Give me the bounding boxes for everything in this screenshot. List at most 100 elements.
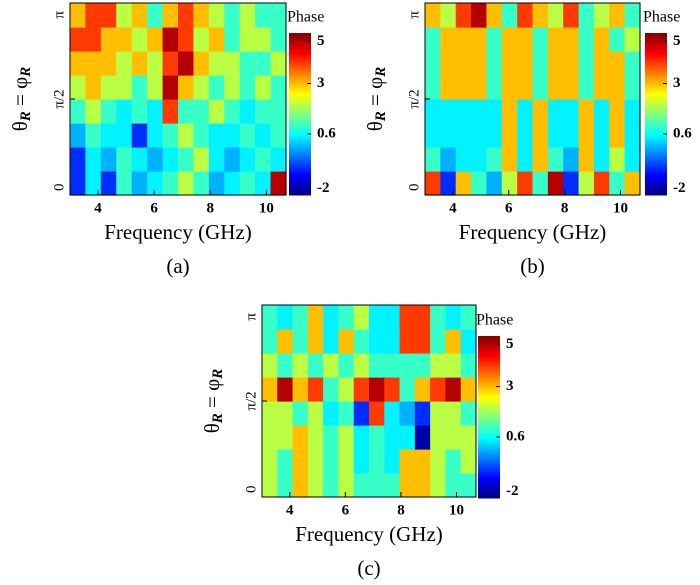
heatmap-cell [455, 147, 472, 172]
y-axis-label-part: = φ [200, 379, 224, 413]
heatmap-cell [471, 147, 488, 172]
y-tick-label: π [406, 11, 422, 19]
colorbar-step [478, 473, 500, 477]
heatmap-cell [193, 3, 210, 28]
heatmap-cell [547, 171, 564, 196]
heatmap-cell [255, 75, 272, 100]
heatmap-cell [262, 401, 278, 426]
colorbar-step [478, 427, 500, 431]
heatmap-cell [292, 329, 309, 354]
heatmap-cell [239, 99, 256, 124]
heatmap-cell [384, 449, 401, 474]
heatmap-cell [430, 449, 447, 474]
colorbar-step [645, 130, 667, 134]
heatmap-cell [547, 123, 564, 148]
heatmap-cell [440, 99, 457, 124]
colorbar-step [478, 368, 500, 372]
heatmap-cell [563, 51, 580, 76]
heatmap-cell [486, 75, 503, 100]
colorbar-step [645, 65, 667, 69]
heatmap-cell [131, 147, 148, 172]
heatmap-cell [445, 353, 462, 378]
colorbar-step [478, 422, 500, 426]
heatmap-cell [147, 147, 164, 172]
colorbar-step [645, 181, 667, 185]
colorbar-label: Phase [287, 9, 324, 26]
colorbar-step [645, 192, 667, 196]
heatmap-cell [455, 3, 472, 28]
colorbar-step [478, 438, 500, 442]
colorbar-step [289, 143, 311, 147]
heatmap-cell [70, 99, 87, 124]
colorbar-step [645, 189, 667, 193]
colorbar-step [289, 114, 311, 118]
colorbar-step [289, 189, 311, 193]
heatmap-cell [430, 329, 447, 354]
colorbar-step [645, 149, 667, 153]
y-axis-label-part: R [18, 111, 34, 122]
colorbar-step [478, 430, 500, 434]
colorbar-step [289, 154, 311, 158]
heatmap-cell [369, 329, 385, 354]
heatmap-cell [532, 3, 549, 28]
heatmap-cell [307, 377, 324, 402]
heatmap-cell [414, 425, 431, 450]
heatmap-cell [517, 3, 534, 28]
heatmap-cell [486, 27, 503, 52]
heatmap-cell [353, 377, 370, 402]
colorbar-tick-label: 0.6 [673, 125, 692, 141]
colorbar-step [289, 43, 311, 47]
heatmap-cell [517, 123, 534, 148]
heatmap-cell [100, 99, 117, 124]
colorbar-step [478, 457, 500, 461]
colorbar-step [289, 76, 311, 80]
colorbar-step [478, 338, 500, 342]
heatmap-cell [578, 147, 595, 172]
heatmap-cell [85, 147, 102, 172]
heatmap-cell [384, 425, 401, 450]
heatmap-cell [162, 75, 179, 100]
heatmap-cell [100, 3, 117, 28]
y-tick-label: 0 [406, 184, 422, 192]
heatmap-cell [445, 449, 462, 474]
heatmap-cell [353, 401, 370, 426]
heatmap-cell [131, 123, 148, 148]
heatmap-cell [277, 353, 294, 378]
heatmap-cell [414, 353, 431, 378]
heatmap-cell [277, 401, 294, 426]
colorbar-step [289, 168, 311, 172]
heatmap-cell [399, 353, 416, 378]
colorbar-step [645, 43, 667, 47]
heatmap-cell [563, 75, 580, 100]
heatmap-cell [338, 377, 355, 402]
colorbar-step [478, 460, 500, 464]
colorbar-step [289, 81, 311, 85]
colorbar-step [289, 68, 311, 72]
heatmap-cell [445, 305, 462, 330]
colorbar-step [645, 122, 667, 126]
heatmap-cell [323, 305, 340, 330]
heatmap-cell [224, 147, 241, 172]
heatmap-cell [414, 305, 431, 330]
colorbar-step [289, 100, 311, 104]
y-axis-label-part: R [373, 67, 389, 78]
heatmap-cell [578, 51, 595, 76]
y-tick-label: π [243, 313, 259, 321]
heatmap-cell [414, 329, 431, 354]
heatmap-cell [440, 123, 457, 148]
heatmap-cell [501, 27, 518, 52]
y-tick-label: π [51, 11, 67, 19]
heatmap-cell [445, 329, 462, 354]
heatmap-cell [255, 3, 272, 28]
heatmap-cell [578, 99, 595, 124]
heatmap-cell [162, 27, 179, 52]
colorbar-step [478, 462, 500, 467]
heatmap-cell [384, 401, 401, 426]
colorbar-step [289, 122, 311, 126]
heatmap-cell [277, 305, 294, 330]
colorbar-step [289, 33, 311, 37]
heatmap-cell [85, 3, 102, 28]
heatmap-cell [100, 147, 117, 172]
heatmap-cell [178, 3, 195, 28]
heatmap-cell [609, 147, 626, 172]
